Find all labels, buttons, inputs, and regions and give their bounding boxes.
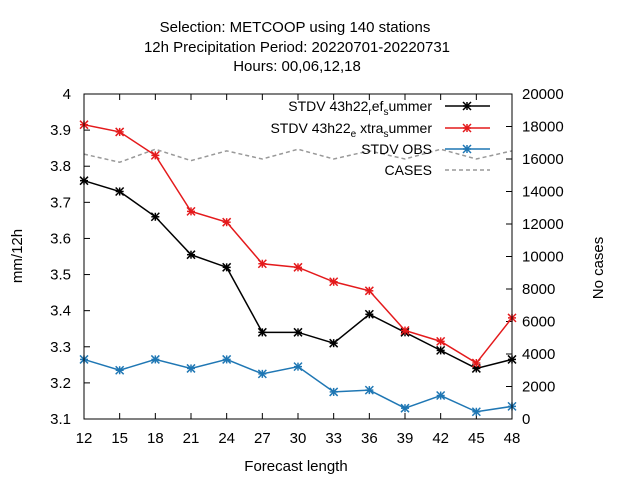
data-point [436,390,446,401]
data-point [329,387,339,397]
x-tick-label: 18 [147,430,164,447]
x-tick-label: 24 [218,430,235,447]
y2-tick-label: 20000 [522,86,564,103]
y2-tick-label: 6000 [522,314,555,331]
y-tick-label: 3.4 [50,303,71,320]
data-point [364,385,374,395]
y-axis-label: mm/12h [9,229,26,283]
data-point [293,327,303,337]
x-axis-label: Forecast length [244,458,347,475]
title-line-3: Hours: 00,06,12,18 [233,58,361,75]
y2-tick-label: 2000 [522,379,555,396]
data-point [471,358,481,368]
legend-marker [462,144,472,154]
legend-entry: STDV 43h22refsummer [288,98,490,118]
data-point [186,206,196,216]
data-point [115,186,125,197]
data-point [364,286,374,296]
data-point [293,262,303,272]
y-tick-label: 3.8 [50,158,71,175]
data-point [293,362,303,372]
legend-label: STDV OBS [361,141,432,157]
data-point [257,259,267,269]
x-tick-label: 45 [468,430,485,447]
data-point [222,217,232,227]
data-point [222,262,232,272]
series-line [83,123,513,365]
data-point [471,407,481,417]
y-tick-label: 3.2 [50,375,71,392]
data-point [329,338,339,348]
data-point [436,345,446,355]
data-point [150,150,160,160]
data-point [257,369,267,379]
y2-tick-label: 12000 [522,216,564,233]
y2-tick-label: 4000 [522,346,555,363]
legend-entry: STDV 43h22e xtrasummer [270,120,490,140]
x-tick-label: 21 [183,430,200,447]
legend-entry: CASES [385,162,490,178]
data-point [186,363,196,373]
title-line-2: 12h Precipitation Period: 20220701-20220… [144,39,450,56]
y-tick-label: 4 [63,86,71,103]
y2-tick-label: 8000 [522,281,555,298]
x-tick-label: 39 [397,430,414,447]
y-tick-label: 3.3 [50,339,71,356]
y2-tick-label: 0 [522,411,530,428]
x-tick-label: 48 [504,430,521,447]
series-line [83,179,513,370]
y2-tick-label: 14000 [522,184,564,201]
data-point [150,354,160,364]
data-point [115,365,125,375]
y-tick-label: 3.7 [50,194,71,211]
title-line-1: Selection: METCOOP using 140 stations [160,19,431,36]
y-tick-label: 3.6 [50,230,71,247]
plot-frame [83,93,513,420]
series-layer [79,120,517,417]
y-tick-label: 3.1 [50,411,71,428]
data-point [222,354,232,364]
chart-title: Selection: METCOOP using 140 stations 12… [144,19,450,75]
x-tick-label: 30 [290,430,307,447]
data-point [400,403,410,413]
x-tick-label: 12 [76,430,93,447]
x-tick-label: 33 [325,430,342,447]
grid-and-ticks: 12 15 18 21 24 27 30 33 36 39 42 45 48 3.1 3.2 3.3 3.4 3.… [50,86,564,447]
data-point [257,327,267,337]
data-point [186,250,196,260]
data-point [400,325,410,336]
y-tick-label: 3.9 [50,122,71,139]
y2-tick-label: 10000 [522,249,564,266]
y-tick-label: 3.5 [50,267,71,284]
y2-axis-label: No cases [590,237,607,300]
legend-marker [462,101,472,111]
y2-tick-label: 18000 [522,119,564,136]
legend-label: STDV 43h22refsummer [288,98,432,118]
data-point [329,277,339,287]
legend-entry: STDV OBS [361,141,490,157]
x-tick-label: 27 [254,430,271,447]
data-point [364,309,374,319]
legend-label: STDV 43h22e xtrasummer [270,120,432,140]
legend-marker [462,123,472,133]
data-point [436,336,446,346]
data-point [150,212,160,222]
data-point [115,127,125,137]
x-tick-label: 36 [361,430,378,447]
y2-tick-label: 16000 [522,151,564,168]
legend-label: CASES [385,162,432,178]
x-tick-label: 42 [432,430,449,447]
x-tick-label: 15 [111,430,128,447]
